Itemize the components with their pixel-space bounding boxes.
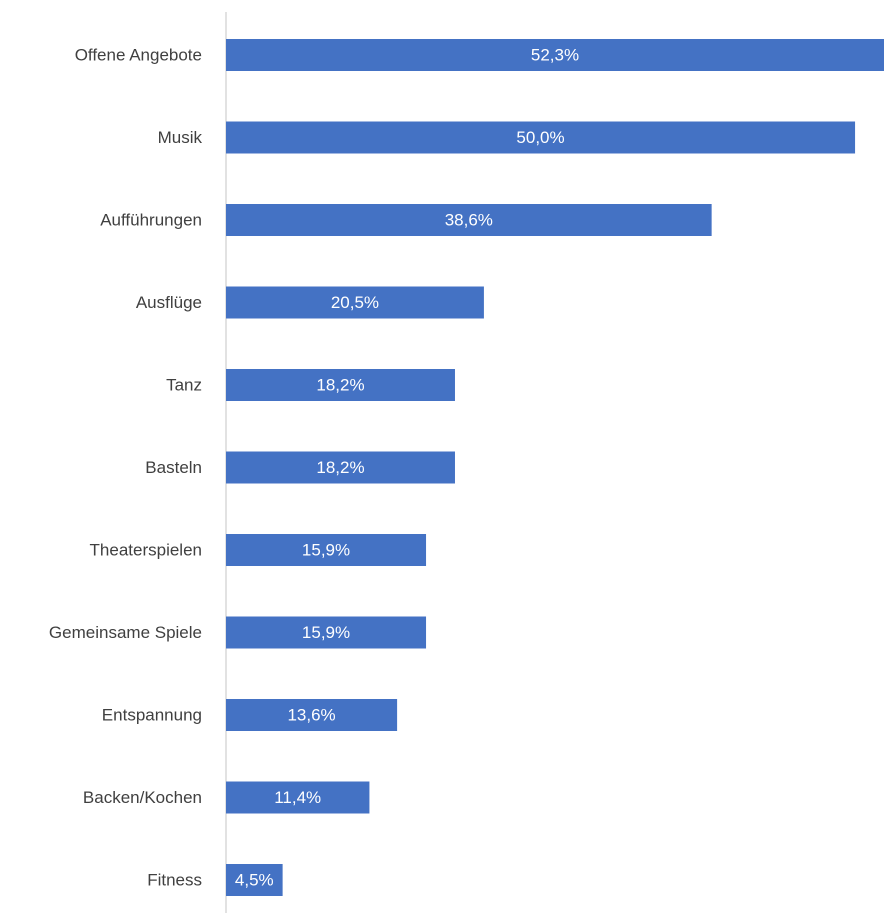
value-label: 15,9% (302, 623, 350, 642)
value-label: 4,5% (235, 871, 274, 890)
bar (226, 204, 712, 236)
category-label: Backen/Kochen (83, 788, 202, 807)
bar (226, 699, 398, 731)
category-label: Fitness (147, 871, 202, 890)
bar (226, 616, 427, 649)
value-label: 50,0% (516, 128, 564, 147)
bars-group: Offene Angebote 52,3% Musik 50,0% Aufführung… (49, 39, 884, 896)
bar (226, 121, 856, 154)
value-label: 11,4% (274, 788, 321, 807)
category-label: Musik (158, 128, 203, 147)
value-label: 20,5% (331, 293, 379, 312)
value-label: 18,2% (316, 376, 364, 395)
category-label: Gemeinsame Spiele (49, 623, 202, 642)
bar (226, 369, 455, 401)
bar (226, 451, 455, 484)
bar (226, 39, 884, 71)
bar (226, 781, 370, 814)
category-label: Tanz (166, 376, 202, 395)
value-label: 52,3% (531, 46, 579, 65)
value-label: 38,6% (445, 211, 493, 230)
bar (226, 286, 484, 319)
value-label: 13,6% (287, 706, 335, 725)
value-label: 18,2% (316, 458, 364, 477)
category-label: Aufführungen (100, 211, 202, 230)
bar (226, 864, 283, 896)
value-label: 15,9% (302, 541, 350, 560)
category-label: Basteln (145, 458, 202, 477)
category-label: Offene Angebote (75, 46, 202, 65)
bar (226, 534, 427, 566)
category-label: Ausflüge (136, 293, 202, 312)
category-label: Theaterspielen (90, 541, 202, 560)
category-label: Entspannung (102, 706, 202, 725)
